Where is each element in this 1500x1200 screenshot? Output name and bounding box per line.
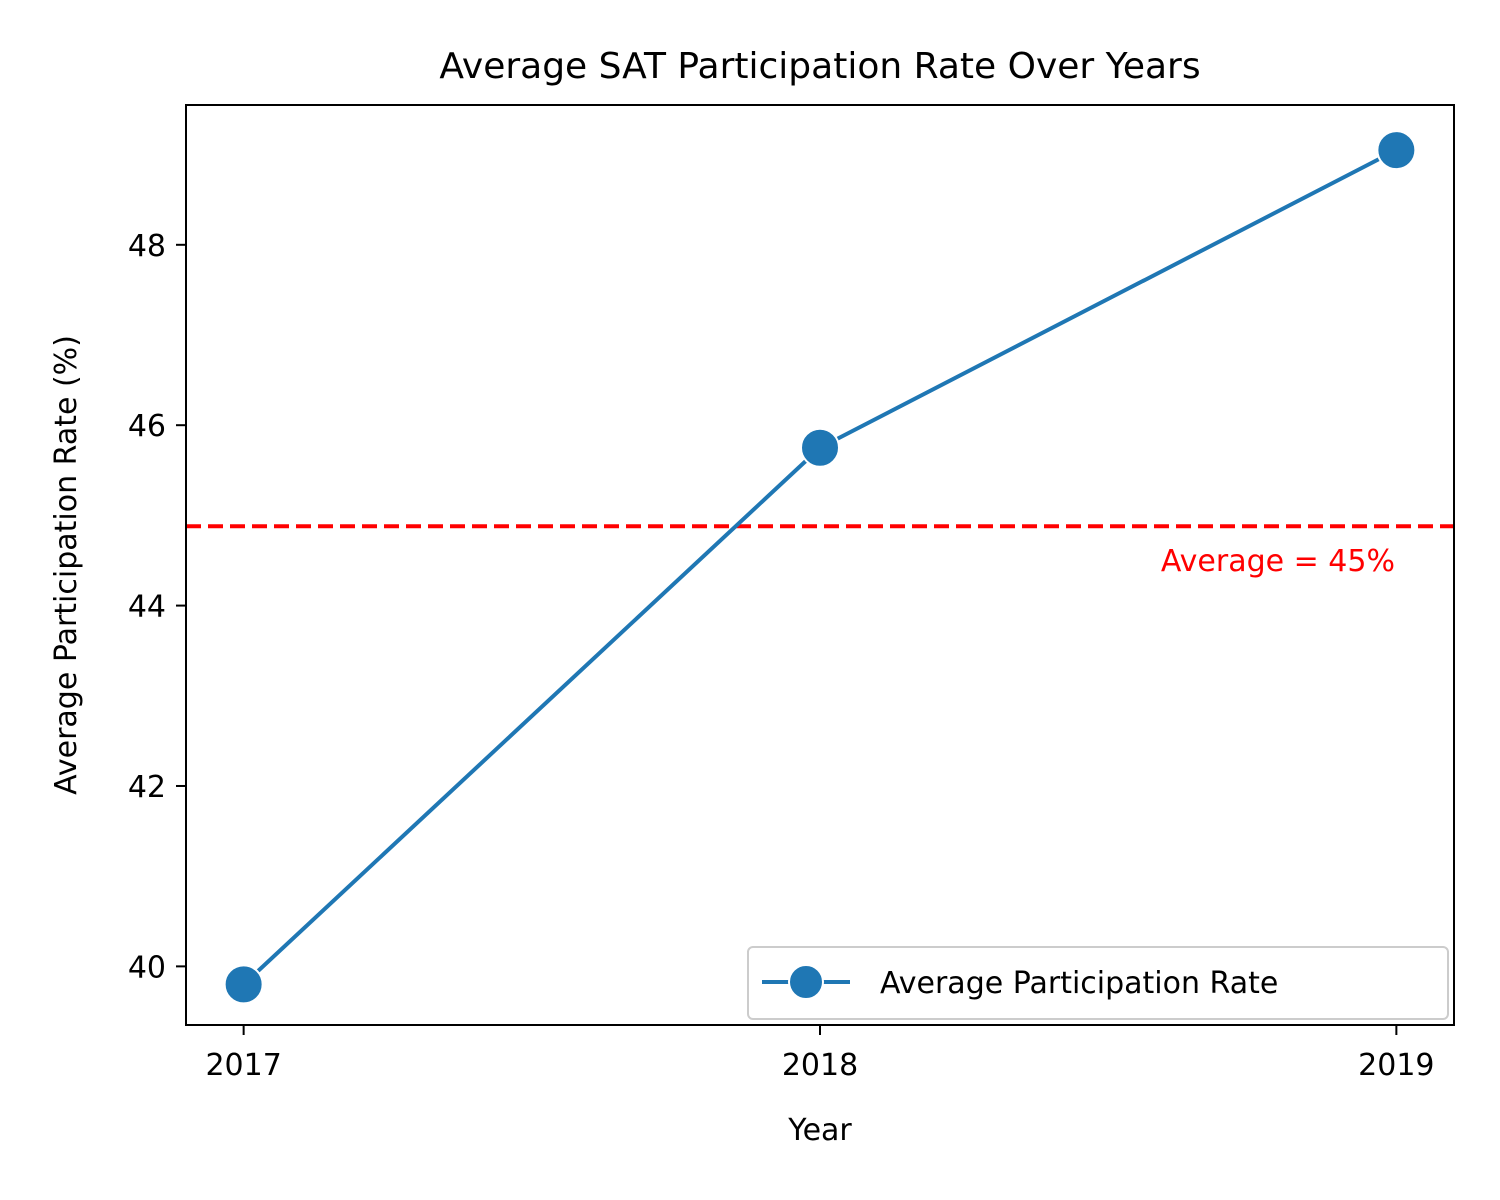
- data-point-2018: [800, 427, 840, 468]
- legend-label: Average Participation Rate: [880, 966, 1278, 1001]
- y-tick-label-46: 46: [128, 409, 166, 444]
- x-axis-label: Year: [787, 1113, 852, 1148]
- legend-point-marker: [788, 964, 824, 1000]
- axes: 2017 2018 2019 40 42 44 46 48: [128, 229, 1435, 1083]
- y-tick-label-44: 44: [128, 590, 166, 625]
- y-tick-label-48: 48: [128, 229, 166, 264]
- data-point-2019: [1376, 130, 1417, 171]
- data-point-2017: [223, 964, 264, 1005]
- average-annotation: Average = 45%: [1161, 544, 1395, 579]
- legend: Average Participation Rate: [747, 946, 1449, 1020]
- chart-title: Average SAT Participation Rate Over Year…: [439, 46, 1200, 87]
- x-tick-label-2017: 2017: [205, 1048, 281, 1083]
- y-tick-label-40: 40: [128, 950, 166, 985]
- x-tick-label-2019: 2019: [1358, 1048, 1434, 1083]
- x-tick-label-2018: 2018: [782, 1048, 858, 1083]
- y-axis-label: Average Participation Rate (%): [49, 335, 84, 795]
- legend-box: [747, 946, 1449, 1020]
- y-tick-label-42: 42: [128, 770, 166, 805]
- plot-area: Average = 45%: [186, 130, 1454, 1005]
